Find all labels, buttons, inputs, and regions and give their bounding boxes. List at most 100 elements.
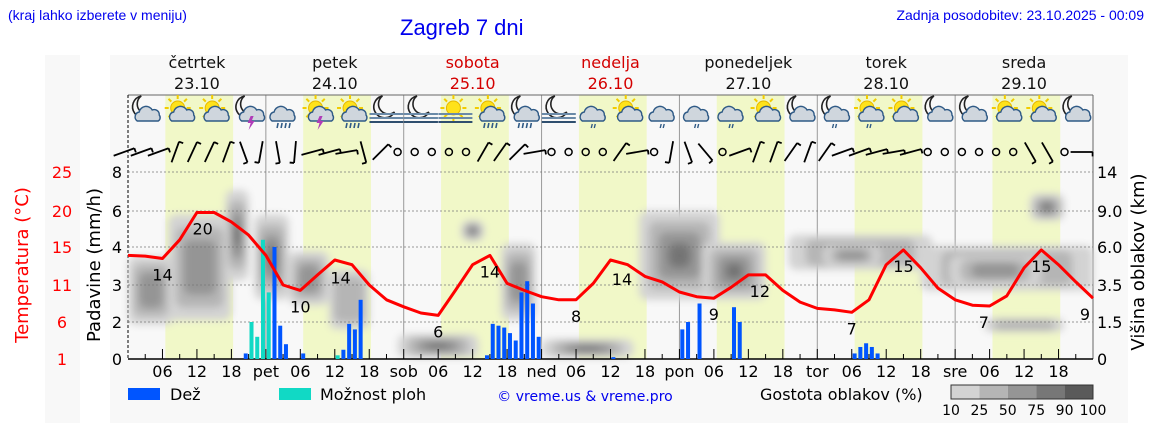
day-name: sreda [1002, 53, 1046, 72]
wind-barb-feather [544, 149, 547, 155]
drizzle-drop [831, 123, 835, 129]
drizzle-drop [728, 123, 731, 129]
wind-barb-icon [493, 142, 508, 162]
wind-barb-icon [668, 141, 674, 163]
cloud-density-region [509, 261, 528, 302]
wind-barb-icon [239, 141, 249, 163]
rain-bar [243, 353, 248, 359]
wind-barb-feather [625, 142, 631, 147]
wind-barb-feather [196, 141, 202, 145]
cloud-icon [961, 105, 989, 122]
shower-bar [335, 355, 340, 359]
rain-bar [272, 247, 277, 359]
x-hour-label: 06 [979, 362, 999, 381]
sun-ray [305, 98, 310, 103]
density-scale-swatch [1036, 385, 1065, 399]
lightning-icon [316, 116, 324, 130]
rain-drop [353, 122, 356, 129]
density-scale-label: 100 [1080, 403, 1107, 419]
sun-ray [631, 98, 636, 103]
daytime-band [716, 95, 785, 359]
wind-barb-feather [230, 140, 235, 145]
wind-barb-icon [301, 148, 323, 156]
wind-barb-feather [708, 159, 714, 164]
cloud-density-region [574, 345, 601, 352]
temperature-tick: 1 [57, 350, 67, 369]
sun-ray [202, 98, 207, 103]
sun-cloud-icon [164, 95, 196, 122]
location-hint[interactable]: (kraj lahko izberete v meniju) [8, 7, 187, 23]
wind-barb-feather [167, 147, 171, 153]
cloud-height-tick: 14 [1097, 163, 1117, 182]
rain-bar [525, 281, 530, 359]
rain-bar [283, 344, 288, 359]
wind-calm-icon [923, 147, 932, 157]
sun-ray [857, 98, 862, 103]
temperature-tick: 11 [52, 276, 72, 295]
rain-drop [276, 122, 279, 129]
rain-bar [864, 343, 869, 359]
wind-barb-feather [1048, 160, 1054, 165]
rain-drop [349, 122, 352, 129]
cloud-icon [513, 105, 540, 122]
density-scale-swatch [1064, 385, 1093, 399]
temperature-label: 15 [893, 257, 913, 276]
legend-shower-label: Možnost ploh [320, 385, 426, 404]
moon-fog-icon [403, 95, 438, 123]
moon-cloud-icon [924, 95, 954, 122]
temperature-axis-panel [45, 55, 80, 423]
sun-ray [907, 98, 912, 103]
x-hour-label: 12 [187, 362, 207, 381]
density-scale-border [950, 384, 1094, 400]
cloud-icon [682, 105, 710, 122]
x-day-label: ned [527, 362, 557, 381]
shower-bar [260, 239, 265, 359]
cloud-icon [269, 105, 296, 122]
daytime-band [578, 95, 647, 359]
drizzle-drop [834, 123, 838, 129]
temperature-label: 9 [1080, 305, 1090, 324]
rain-bar [519, 292, 524, 359]
wind-barb-feather [178, 140, 184, 145]
legend-rain-label: Dež [170, 385, 201, 404]
cloud-icon [648, 105, 675, 122]
wind-barb-icon [170, 141, 180, 163]
wind-barb-icon [113, 147, 135, 157]
cloud-density-region [469, 227, 476, 234]
rain-bar [697, 303, 702, 359]
rain-drop [491, 122, 494, 129]
wind-barb-feather [387, 143, 393, 148]
rain-bar [686, 322, 691, 359]
wind-barb-feather [133, 147, 137, 153]
cloud-density-region [426, 342, 450, 350]
wind-barb-icon [318, 148, 341, 156]
cloud-rain-icon [269, 105, 296, 129]
day-name: nedelja [581, 53, 640, 72]
rain-bar [875, 353, 880, 359]
wind-barb-icon [204, 141, 215, 163]
x-hour-label: 18 [359, 362, 379, 381]
sun-ray [1029, 98, 1034, 103]
precipitation-tick: 3 [112, 276, 122, 295]
precipitation-tick: 6 [112, 202, 122, 221]
wind-barb-icon [882, 149, 905, 155]
cloud-icon [579, 105, 606, 122]
cloud-density-region [732, 269, 737, 274]
cloud-drizzle-icon [717, 105, 744, 129]
cloud-icon [168, 105, 196, 122]
drizzle-drop [731, 123, 734, 129]
copyright-link[interactable]: © vreme.us & vreme.pro [497, 389, 672, 405]
precipitation-tick: 2 [112, 313, 122, 332]
wind-barb-icon [372, 143, 389, 161]
wind-calm-icon [393, 147, 402, 157]
cloud-height-tick: 0 [1097, 350, 1107, 369]
wind-calm-icon [427, 147, 437, 157]
wind-barb-icon [359, 141, 368, 163]
cloud-drizzle-icon [682, 105, 710, 129]
sun-cloud-icon [750, 95, 782, 122]
legend-shower-swatch [279, 388, 311, 400]
wind-barb-feather [811, 140, 817, 145]
wind-barb-feather [851, 147, 855, 153]
rain-bar [341, 349, 346, 359]
drizzle-drop [693, 123, 697, 129]
